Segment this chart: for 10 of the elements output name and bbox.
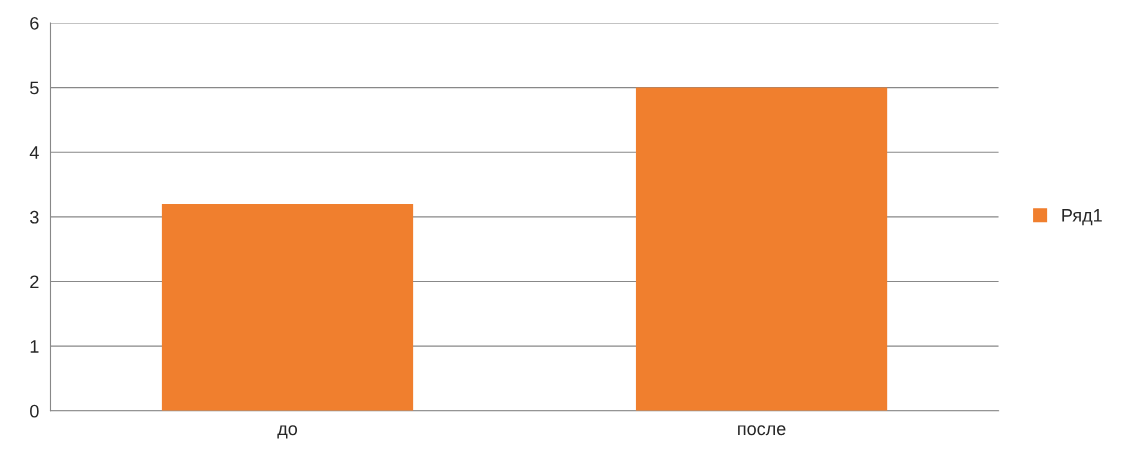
y-tick-label: 0 xyxy=(30,404,39,418)
y-tick-label: 4 xyxy=(29,146,39,159)
legend-label: Ряд1 xyxy=(1062,209,1102,226)
y-tick-label: 2 xyxy=(30,275,39,289)
x-tick-label: после xyxy=(738,425,786,436)
x-tick-label: до xyxy=(277,425,298,439)
y-tick-label: 6 xyxy=(30,16,39,30)
y-tick-label: 3 xyxy=(30,210,39,224)
y-tick-label: 5 xyxy=(30,81,39,95)
y-tick-label: 1 xyxy=(30,340,39,353)
